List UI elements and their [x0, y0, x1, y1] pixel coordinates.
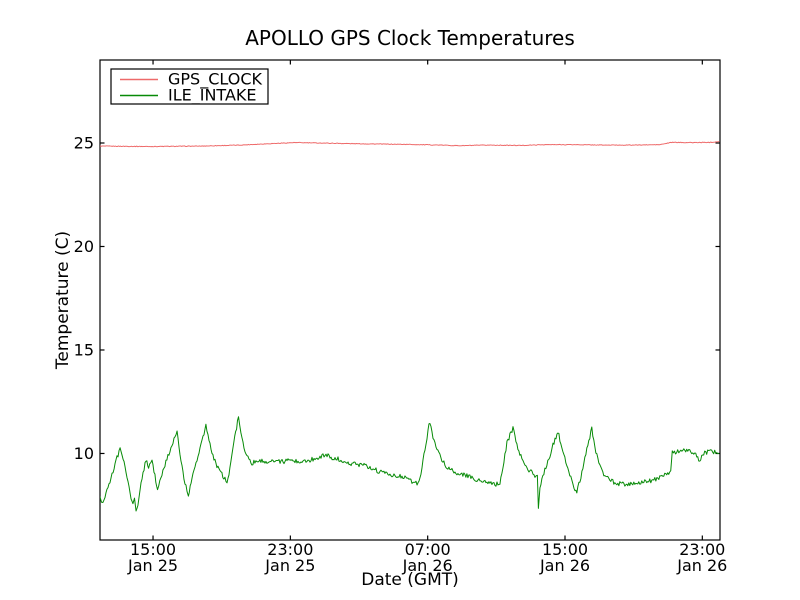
x-tick-label-date: Jan 26: [676, 556, 727, 575]
series-line-ile_intake: [100, 416, 720, 512]
series-line-gps_clock: [100, 141, 720, 148]
plot-frame: [99, 59, 721, 541]
x-axis-label: Date (GMT): [361, 570, 459, 590]
x-tick-label-date: Jan 25: [264, 556, 315, 575]
x-tick-label-time: 15:00: [542, 540, 588, 559]
y-axis-label: Temperature (C): [53, 231, 73, 370]
x-tick-label-date: Jan 25: [127, 556, 178, 575]
series-lines: [100, 141, 720, 512]
x-tick-label-date: Jan 26: [402, 556, 453, 575]
legend-label-ile-intake: ILE_INTAKE: [168, 86, 257, 106]
chart-title: APOLLO GPS Clock Temperatures: [245, 26, 575, 50]
legend-label-gps-clock: GPS_CLOCK: [168, 70, 262, 90]
x-tick-label-time: 23:00: [679, 540, 725, 559]
legend-box: [110, 68, 269, 105]
x-tick-label-time: 15:00: [130, 540, 176, 559]
y-tick-label: 25: [74, 134, 94, 153]
x-tick-label-date: Jan 26: [539, 556, 590, 575]
legend: GPS_CLOCK ILE_INTAKE: [110, 68, 269, 106]
x-tick-label-time: 07:00: [405, 540, 451, 559]
y-tick-label: 20: [74, 237, 94, 256]
x-tick-label-time: 23:00: [267, 540, 313, 559]
y-tick-label: 15: [74, 340, 94, 359]
y-tick-label: 10: [74, 444, 94, 463]
